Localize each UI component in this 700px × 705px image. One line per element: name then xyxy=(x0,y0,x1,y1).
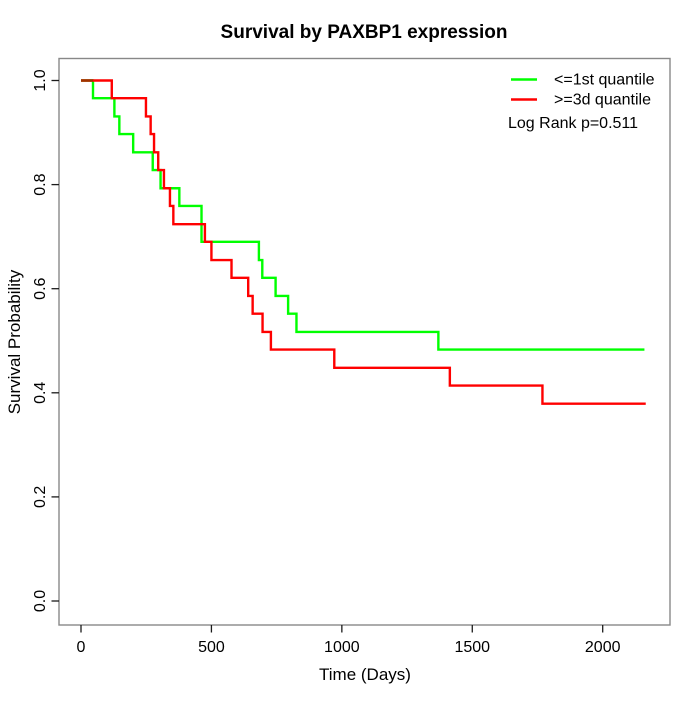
x-tick-label: 0 xyxy=(77,639,86,656)
y-tick-label: 0.2 xyxy=(32,486,49,508)
legend-label-high-expression: >=3d quantile xyxy=(554,92,651,109)
log-rank-annotation: Log Rank p=0.511 xyxy=(508,115,638,132)
legend-label-low-expression: <=1st quantile xyxy=(554,72,655,89)
km-curve-low-expression xyxy=(81,79,645,351)
y-tick-label: 1.0 xyxy=(32,69,49,91)
x-tick-label: 500 xyxy=(198,639,225,656)
y-tick-label: 0.0 xyxy=(32,590,49,612)
y-axis-label: Survival Probability xyxy=(5,269,24,414)
x-tick-label: 1500 xyxy=(454,639,490,656)
x-tick-label: 2000 xyxy=(585,639,621,656)
legend: <=1st quantile >=3d quantile Log Rank p=… xyxy=(508,72,655,133)
plot-area-border xyxy=(58,57,671,626)
x-tick-label: 1000 xyxy=(324,639,360,656)
survival-curves xyxy=(81,79,646,405)
y-tick-label: 0.4 xyxy=(32,382,49,404)
y-tick-label: 0.6 xyxy=(32,277,49,299)
km-curve-high-expression xyxy=(81,79,646,405)
chart-title: Survival by PAXBP1 expression xyxy=(221,22,508,43)
y-tick-label: 0.8 xyxy=(32,173,49,195)
axis-ticks: 0 500 1000 1500 2000 0.0 0.2 0.4 0.6 0.8 1.0 xyxy=(32,69,621,656)
x-axis-label: Time (Days) xyxy=(319,665,411,684)
